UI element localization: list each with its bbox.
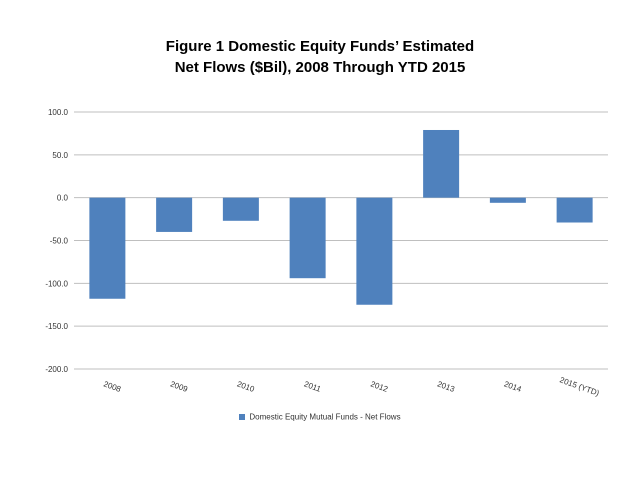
bar-2011	[289, 197, 326, 279]
y-tick-label: -150.0	[45, 322, 68, 331]
legend-swatch	[239, 413, 246, 420]
bar-2012	[356, 197, 393, 305]
y-tick-label: -200.0	[45, 365, 68, 374]
y-tick-label: 50.0	[52, 151, 68, 160]
bar-2009	[156, 197, 193, 232]
bar-2008	[89, 197, 126, 299]
y-tick-label: 0.0	[57, 194, 69, 203]
x-tick-label: 2012	[369, 379, 389, 394]
y-tick-label: -50.0	[50, 237, 69, 246]
chart-title: Figure 1 Domestic Equity Funds’ Estimate…	[0, 36, 640, 78]
x-tick-label: 2015 (YTD)	[559, 375, 601, 398]
x-tick-label: 2008	[102, 379, 122, 394]
bar-2010	[222, 197, 259, 221]
x-tick-label: 2013	[436, 379, 456, 394]
chart-title-line-1: Figure 1 Domestic Equity Funds’ Estimate…	[165, 38, 475, 55]
x-tick-label: 2010	[236, 379, 256, 394]
bar-2013	[423, 129, 460, 198]
bar-2014	[489, 197, 526, 203]
x-tick-label: 2009	[169, 379, 189, 394]
x-tick-label: 2014	[503, 379, 523, 394]
chart-title-line-2: Net Flows ($Bil), 2008 Through YTD 2015	[174, 59, 466, 76]
bar-2015-ytd	[556, 197, 593, 223]
x-tick-label: 2011	[303, 379, 323, 394]
chart-legend: Domestic Equity Mutual Funds - Net Flows	[0, 412, 640, 421]
legend-label: Domestic Equity Mutual Funds - Net Flows	[249, 412, 401, 422]
y-tick-label: 100.0	[48, 108, 69, 117]
y-tick-label: -100.0	[45, 279, 68, 288]
